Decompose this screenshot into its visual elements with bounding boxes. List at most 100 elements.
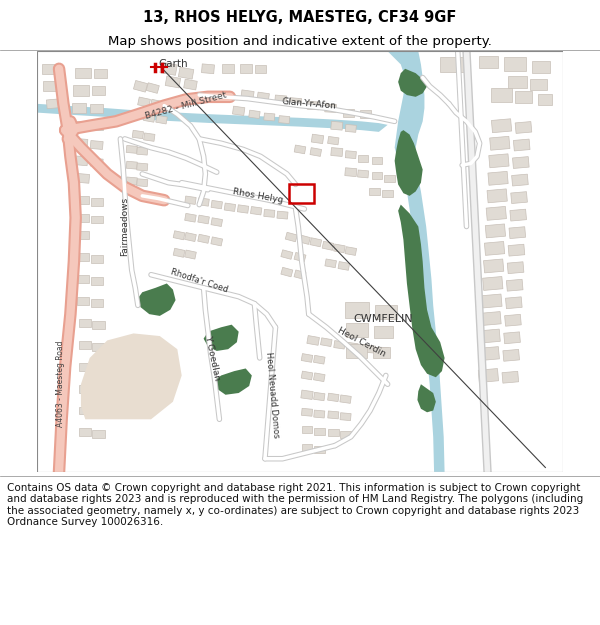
Polygon shape	[138, 284, 176, 316]
Bar	[440, 56, 466, 72]
Bar	[509, 227, 526, 239]
Bar	[185, 213, 196, 222]
Bar	[257, 92, 269, 101]
Text: Fairmeadows: Fairmeadows	[120, 197, 129, 256]
Bar	[331, 121, 343, 130]
Bar	[360, 111, 371, 118]
Bar	[90, 104, 103, 112]
Bar	[490, 136, 510, 150]
Bar	[320, 338, 332, 346]
Bar	[515, 122, 532, 133]
Bar	[77, 231, 89, 239]
Bar	[137, 163, 148, 171]
Text: A4063 - Maesteg Road: A4063 - Maesteg Road	[56, 341, 65, 428]
Bar	[249, 110, 260, 119]
Bar	[298, 235, 310, 244]
Bar	[241, 90, 254, 100]
Bar	[255, 65, 266, 72]
Bar	[275, 95, 287, 104]
Bar	[72, 103, 86, 113]
Bar	[165, 76, 181, 88]
Bar	[178, 68, 194, 79]
Bar	[331, 148, 343, 156]
Bar	[311, 134, 324, 144]
Bar	[507, 262, 524, 274]
Bar	[374, 326, 393, 338]
Bar	[92, 321, 104, 329]
Polygon shape	[398, 69, 427, 97]
Bar	[346, 344, 367, 357]
Bar	[90, 158, 103, 167]
Bar	[343, 109, 354, 116]
Bar	[314, 446, 325, 452]
Bar	[278, 116, 290, 124]
Bar	[378, 347, 389, 355]
Bar	[340, 412, 351, 421]
Bar	[143, 114, 155, 122]
Bar	[484, 241, 505, 256]
Bar	[294, 145, 306, 154]
Bar	[375, 304, 397, 319]
Bar	[482, 294, 502, 308]
Polygon shape	[81, 333, 182, 419]
Bar	[77, 297, 89, 305]
Polygon shape	[418, 384, 436, 412]
Bar	[328, 136, 339, 145]
Bar	[302, 444, 312, 451]
Bar	[508, 244, 525, 256]
Bar	[482, 276, 503, 291]
Bar	[91, 121, 103, 130]
Bar	[307, 101, 319, 110]
Bar	[506, 297, 522, 309]
Text: B4282 - Mill Street: B4282 - Mill Street	[145, 91, 228, 121]
Bar	[137, 148, 148, 155]
Bar	[345, 151, 356, 159]
Bar	[338, 262, 350, 270]
Bar	[301, 390, 313, 399]
Bar	[301, 408, 313, 416]
Bar	[488, 171, 508, 185]
Bar	[76, 173, 89, 183]
Bar	[185, 196, 196, 204]
Bar	[328, 411, 339, 419]
Bar	[530, 79, 547, 90]
Bar	[511, 192, 527, 204]
Bar	[126, 177, 137, 185]
Bar	[79, 384, 91, 392]
Bar	[92, 408, 104, 416]
Bar	[79, 429, 91, 436]
Bar	[347, 342, 358, 351]
Bar	[277, 211, 288, 219]
Bar	[90, 141, 103, 149]
Bar	[328, 429, 338, 436]
Bar	[92, 342, 104, 351]
Bar	[156, 115, 167, 124]
Bar	[506, 279, 523, 291]
Bar	[345, 247, 356, 256]
Bar	[151, 99, 162, 108]
Text: Rhos Helyg: Rhos Helyg	[232, 187, 284, 205]
Bar	[74, 138, 88, 148]
Bar	[512, 157, 529, 169]
Bar	[538, 94, 553, 105]
Bar	[224, 203, 236, 211]
Text: Garth: Garth	[158, 59, 188, 69]
Bar	[372, 172, 382, 179]
Bar	[91, 198, 103, 206]
Bar	[489, 154, 509, 168]
Bar	[372, 158, 382, 164]
Bar	[239, 64, 252, 73]
Bar	[294, 253, 306, 262]
Bar	[43, 81, 57, 91]
Bar	[314, 410, 325, 418]
Bar	[301, 371, 313, 380]
Bar	[334, 244, 345, 252]
Bar	[79, 319, 91, 327]
Bar	[512, 174, 528, 186]
Bar	[198, 198, 209, 206]
Bar	[264, 209, 275, 217]
Bar	[491, 89, 512, 102]
Bar	[503, 349, 520, 361]
Bar	[281, 268, 293, 277]
Bar	[508, 76, 527, 88]
